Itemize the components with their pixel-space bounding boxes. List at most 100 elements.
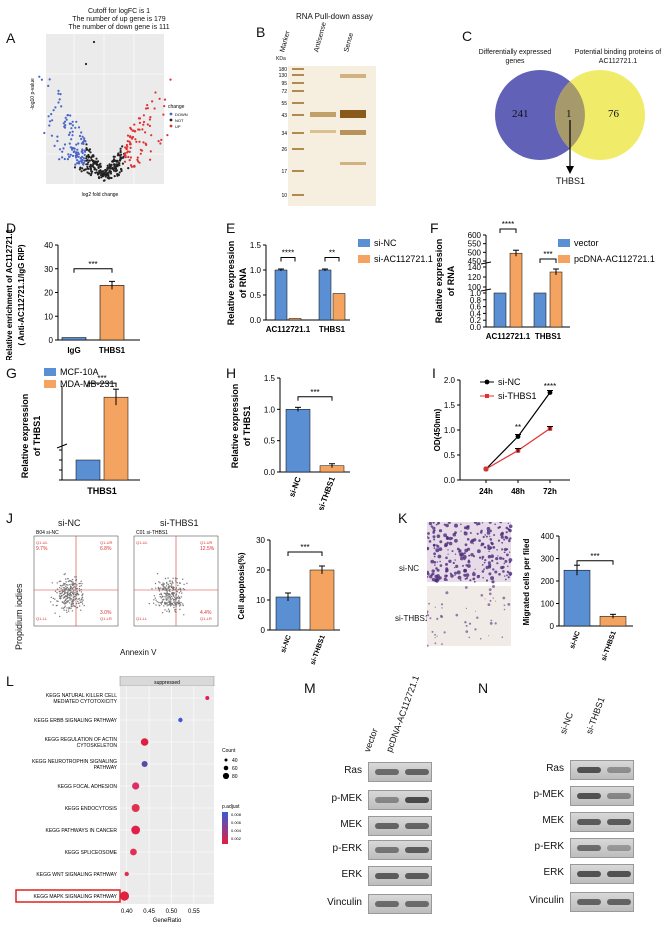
volcano-point [76, 159, 79, 162]
flow-event [180, 601, 182, 604]
migrated-cell [492, 585, 495, 588]
volcano-point [75, 143, 78, 146]
y-tick-label: 0.0 [470, 323, 482, 332]
volcano-point [150, 134, 153, 137]
volcano-point [149, 116, 152, 119]
migrated-cell [436, 574, 440, 578]
flow-event [65, 598, 67, 601]
volcano-point [82, 169, 85, 172]
volcano-point [80, 161, 83, 164]
flow-event [56, 592, 58, 594]
flow-event [72, 598, 74, 601]
flow-event [160, 603, 163, 605]
y-tick-label: 0.0 [444, 476, 456, 485]
migrated-cell [477, 549, 481, 554]
migrated-cell [479, 637, 482, 640]
migrated-cell [472, 577, 476, 581]
flow-event [68, 596, 70, 599]
volcano-point [110, 176, 113, 180]
migration-images [427, 522, 513, 647]
migrated-cell [489, 592, 492, 596]
migrated-cell [505, 526, 509, 530]
blot-band [577, 845, 601, 851]
flow-event [72, 599, 74, 602]
flow-event [79, 582, 81, 584]
blot-band [607, 819, 631, 825]
volcano-point [48, 78, 51, 81]
sig-bracket [324, 257, 340, 262]
x-tick-label: 24h [479, 487, 493, 496]
flow-event [156, 601, 158, 603]
flow-event [78, 590, 81, 592]
volcano-point [51, 119, 54, 122]
marker-kda-label: 34 [281, 131, 287, 137]
migrated-cell [469, 540, 474, 544]
volcano-legend-title: change [168, 104, 185, 110]
flow-event [63, 606, 66, 609]
migrated-cell [496, 549, 498, 551]
panel-label-i: I [432, 365, 436, 381]
sig-bracket [87, 382, 117, 388]
bar [533, 292, 547, 328]
flow-event [62, 587, 65, 589]
blot-band [375, 847, 399, 853]
flow-event [65, 602, 67, 604]
volcano-point [80, 142, 83, 145]
flow-event [72, 594, 75, 596]
flow-event [180, 596, 183, 598]
volcano-point [134, 138, 137, 141]
volcano-point [88, 172, 91, 175]
flow-event [66, 593, 69, 596]
volcano-point [84, 140, 87, 143]
volcano-point [66, 114, 70, 117]
bar [75, 459, 101, 481]
flow-event [64, 592, 66, 594]
volcano-point [81, 148, 84, 151]
legend-label: MCF-10A [60, 367, 99, 377]
volcano-point [160, 138, 163, 141]
volcano-point [66, 158, 69, 161]
volcano-point [120, 153, 123, 156]
flow-event [178, 596, 181, 599]
volcano-point [86, 171, 89, 174]
migrated-cell [474, 628, 477, 631]
migrated-cell [468, 636, 471, 639]
y-tick-label: 20 [44, 289, 53, 298]
blot-band [375, 769, 399, 775]
flow-event [72, 596, 74, 598]
flow-event [156, 573, 159, 575]
size-legend-dot [224, 758, 228, 762]
marker-band [292, 132, 304, 134]
flow-event [166, 603, 168, 605]
marker-band [292, 170, 304, 172]
x-tick-label: THBS1 [99, 346, 126, 355]
flow-event [64, 605, 66, 607]
bar [318, 269, 332, 321]
flow-event [162, 582, 164, 584]
volcano-point [71, 134, 74, 137]
volcano-point [133, 165, 136, 168]
volcano-point [125, 143, 128, 147]
sig-bracket [297, 396, 333, 401]
bar [99, 285, 125, 341]
legend-label: si-NC [374, 238, 397, 248]
volcano-point [116, 165, 119, 168]
migrated-cell [464, 621, 467, 624]
y-tick-label: 10 [44, 312, 53, 321]
migrated-cell [434, 633, 436, 636]
plot-area [120, 686, 214, 904]
marker-kda-label: 72 [281, 89, 287, 95]
volcano-point [88, 165, 91, 168]
volcano-point [75, 120, 78, 123]
kegg-dotplot: suppressed 0.40 0.45 0.50 0.55 GeneRatio KEGG … [15, 675, 242, 924]
quadrant-value: 9.7% [36, 546, 48, 552]
volcano-point [57, 89, 60, 92]
migrated-cell [446, 535, 449, 538]
blot-band-strip [368, 790, 432, 810]
flow-event [67, 580, 69, 583]
blot-band [375, 901, 399, 907]
volcano-point [136, 156, 139, 159]
flow-event [165, 594, 167, 596]
blot-band [405, 847, 429, 853]
volcano-point [104, 170, 108, 173]
